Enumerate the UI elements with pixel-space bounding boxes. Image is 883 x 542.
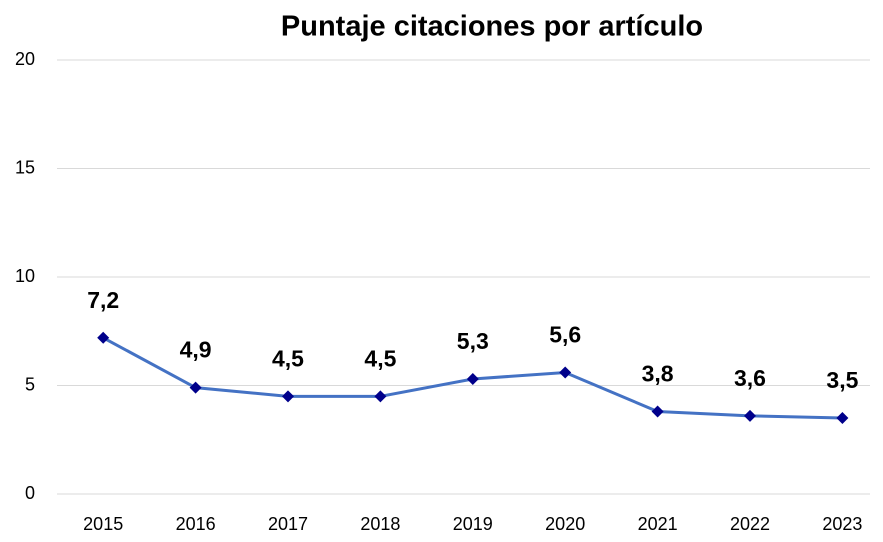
marker	[374, 390, 387, 403]
y-tick-label: 15	[15, 157, 35, 177]
data-label: 5,6	[549, 322, 581, 348]
x-tick-label: 2021	[638, 514, 678, 534]
x-tick-label: 2020	[545, 514, 585, 534]
data-label: 3,8	[642, 361, 674, 387]
data-label: 4,5	[272, 345, 304, 371]
y-tick-label: 0	[25, 483, 35, 503]
y-tick-label: 20	[15, 49, 35, 69]
chart-title: Puntaje citaciones por artículo	[281, 11, 703, 43]
x-tick-label: 2017	[268, 514, 308, 534]
y-tick-label: 10	[15, 266, 35, 286]
x-tick-label: 2016	[176, 514, 216, 534]
data-label: 7,2	[87, 287, 119, 313]
marker	[189, 381, 202, 394]
marker	[651, 405, 664, 418]
data-label: 3,6	[734, 365, 766, 391]
x-tick-label: 2015	[83, 514, 123, 534]
y-tick-label: 5	[25, 374, 35, 394]
marker	[97, 331, 110, 344]
data-label: 4,9	[180, 337, 212, 363]
x-tick-label: 2018	[360, 514, 400, 534]
data-label: 4,5	[364, 345, 396, 371]
marker	[836, 412, 849, 425]
data-label: 5,3	[457, 328, 489, 354]
marker	[282, 390, 294, 403]
data-label: 3,5	[826, 367, 858, 393]
marker	[744, 409, 756, 422]
x-tick-label: 2019	[453, 514, 493, 534]
marker	[466, 372, 479, 385]
marker	[559, 366, 572, 379]
x-tick-label: 2022	[730, 514, 770, 534]
x-tick-label: 2023	[822, 514, 862, 534]
